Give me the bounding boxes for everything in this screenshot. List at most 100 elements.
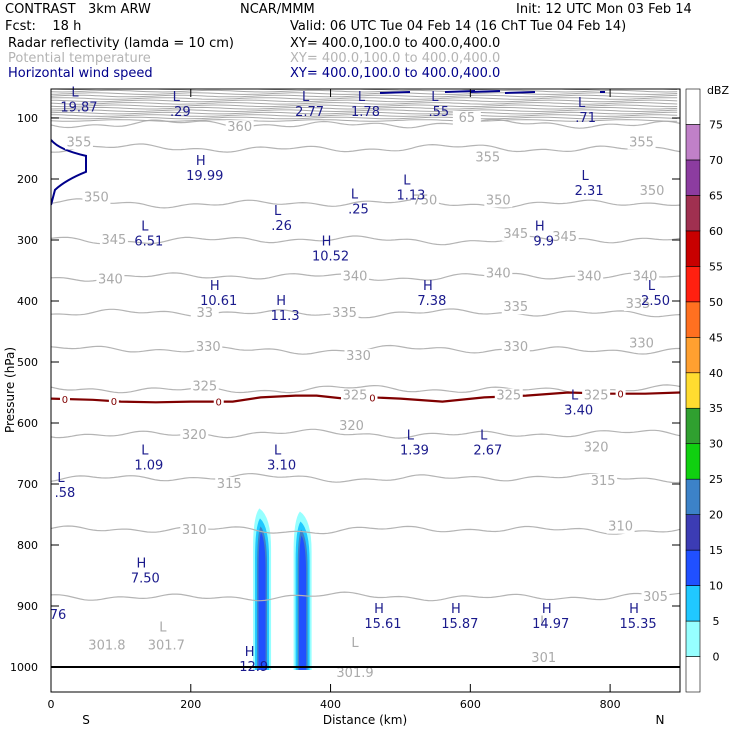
colorbar-label: 55 <box>709 260 723 273</box>
wind-extremum-marker: L <box>407 428 415 443</box>
zero-contour-label: 0 <box>111 397 117 408</box>
y-tick-label: 500 <box>17 356 38 369</box>
wind-extremum-value: 11.3 <box>271 309 300 324</box>
x-tick-label: 600 <box>460 698 481 711</box>
theta-contour-360 <box>51 118 680 129</box>
theta-contour-top <box>51 114 678 117</box>
theta-contour-315 <box>51 472 680 484</box>
wind-extremum-value: .25 <box>348 202 369 217</box>
theta-label-bg <box>501 226 530 241</box>
colorbar-label: 15 <box>709 544 723 557</box>
y-axis-label: Pressure (hPa) <box>3 347 17 433</box>
theta-label-bg <box>337 419 366 434</box>
theta-label: 65 <box>459 111 476 126</box>
theta-contour-top <box>51 92 678 95</box>
field-name-wind: Horizontal wind speed <box>8 66 153 81</box>
x-axis-label: Distance (km) <box>323 713 407 727</box>
theta-label-bg <box>494 388 523 403</box>
wind-extremum-value: 1.09 <box>134 459 163 474</box>
theta-contour-335 <box>51 308 680 319</box>
wind-extremum-marker: L <box>648 279 656 294</box>
theta-contour-top <box>51 106 678 110</box>
theta-label-bg <box>190 379 219 394</box>
theta-label-bg <box>180 428 209 443</box>
header-center: NCAR/MMM <box>240 2 315 17</box>
theta-label: 320 <box>584 440 609 455</box>
colorbar-swatch <box>685 124 701 161</box>
theta-label-bg <box>341 666 370 681</box>
zero-label-bg <box>108 395 119 408</box>
colorbar-swatch <box>685 585 701 622</box>
reflectivity-cell-2 <box>299 535 307 671</box>
field-name-theta: Potential temperature <box>8 51 151 66</box>
colorbar-label: 10 <box>709 580 723 593</box>
wind-extremum-marker: H <box>322 234 332 249</box>
theta-label-bg <box>627 336 656 351</box>
plot-frame <box>50 88 681 693</box>
theta-contour-355 <box>51 143 680 153</box>
wind-extremum-marker: L <box>302 90 310 105</box>
theta-contour-320 <box>51 428 680 439</box>
theta-contour-top <box>51 89 678 93</box>
theta-label-bg <box>484 266 513 281</box>
theta-contour-310 <box>51 525 680 535</box>
wind-extremum-value: 2.67 <box>473 443 502 458</box>
colorbar-label: 45 <box>709 331 723 344</box>
wind-extremum-marker: L <box>71 85 79 100</box>
colorbar-swatch <box>685 159 701 196</box>
theta-label: 33 <box>196 306 213 321</box>
wind-extremum-value: .71 <box>575 111 596 126</box>
colorbar-label: 75 <box>709 118 723 131</box>
theta-label: 305 <box>643 590 668 605</box>
colorbar-label: 0 <box>713 651 720 664</box>
theta-label: 335 <box>503 300 528 315</box>
theta-contour-top <box>51 94 678 98</box>
theta-label-bg <box>99 233 128 247</box>
wind-extremum-marker: H <box>374 602 384 617</box>
wind-extremum-value: 3.40 <box>564 404 593 419</box>
wind-extremum-value: 15.35 <box>619 617 656 632</box>
wind-extremum-marker: L <box>571 389 579 404</box>
theta-label: 301.7 <box>148 639 185 654</box>
theta-contour-305 <box>51 591 680 602</box>
theta-label-bg <box>624 297 653 312</box>
zero-contour-label: 0 <box>617 390 623 401</box>
theta-label-bg <box>341 388 370 403</box>
theta-label: 340 <box>633 270 658 285</box>
theta-label: 355 <box>475 151 500 166</box>
x-tick-label: 0 <box>48 698 55 711</box>
theta-label: 345 <box>101 233 126 248</box>
theta-label-bg <box>82 190 111 205</box>
x-tick-label: 400 <box>320 698 341 711</box>
field-xy-theta: XY= 400.0,100.0 to 400.0,400.0 <box>290 51 501 66</box>
theta-label-bg <box>341 269 370 284</box>
wind-extremum-value: 15.61 <box>364 617 401 632</box>
colorbar-label: 40 <box>709 367 723 380</box>
theta-label: 350 <box>640 184 665 199</box>
theta-label: 301.9 <box>336 666 373 681</box>
wind-extremum-value: 19.99 <box>186 169 223 184</box>
colorbar-swatch <box>685 266 701 303</box>
colorbar-swatch <box>685 656 701 693</box>
colorbar-label: 5 <box>713 615 720 628</box>
theta-label-bg <box>473 150 502 165</box>
theta-label-bg <box>344 348 373 363</box>
colorbar-label: 20 <box>709 509 723 522</box>
wind-extremum-marker: H <box>535 220 545 235</box>
theta-label: 355 <box>629 135 654 150</box>
wind-extremum-marker: L <box>274 204 282 219</box>
theta-low-marker: L <box>351 636 359 651</box>
wind-extremum-marker: L <box>351 187 359 202</box>
theta-contour-top <box>51 102 678 105</box>
theta-label: 355 <box>67 135 92 150</box>
theta-label: 325 <box>343 389 368 404</box>
wind-extremum-marker: L <box>358 90 366 105</box>
colorbar-label: 30 <box>709 438 723 451</box>
theta-contour-top <box>51 99 678 103</box>
theta-label-bg <box>501 300 530 315</box>
wind-speed-contour <box>379 91 411 94</box>
theta-label: 335 <box>626 297 651 312</box>
wind-extremum-marker: H <box>451 602 461 617</box>
theta-label: 330 <box>503 340 528 355</box>
